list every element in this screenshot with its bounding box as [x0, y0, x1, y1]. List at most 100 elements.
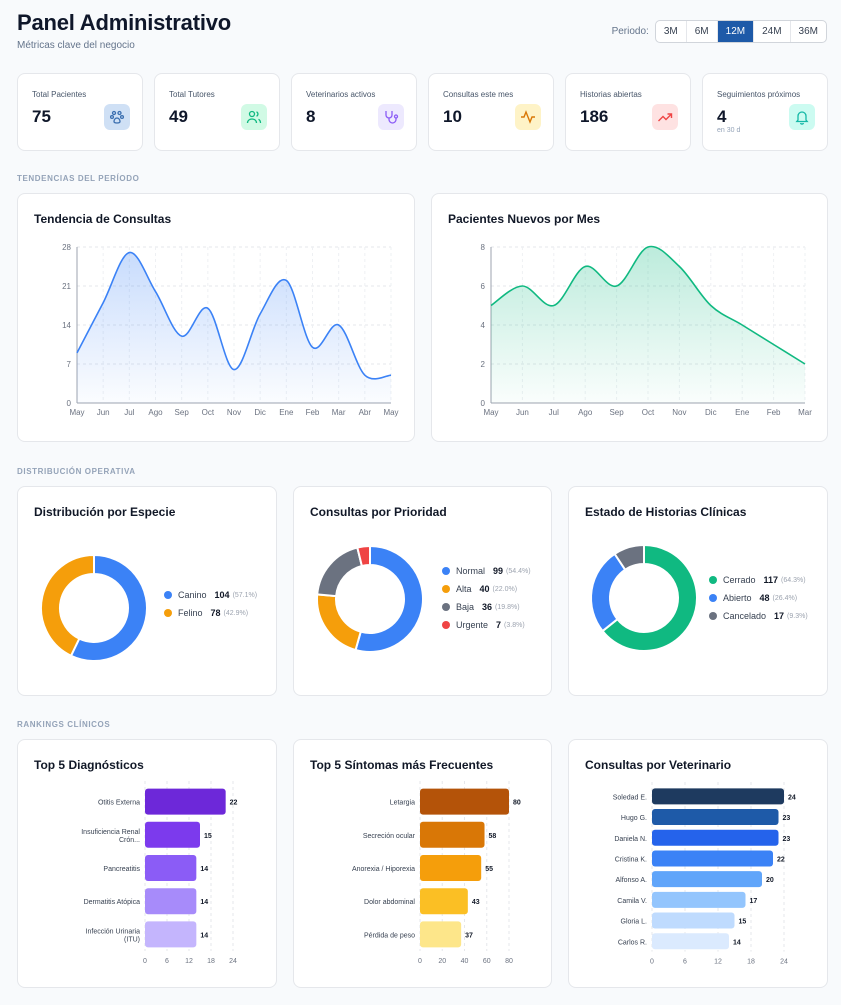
kpi-value: 8 [306, 107, 316, 126]
bar [652, 871, 762, 888]
x-tick-label: 6 [683, 959, 687, 966]
page-title: Panel Administrativo [17, 10, 232, 35]
data-label: 22 [230, 800, 238, 807]
data-label: 14 [200, 932, 208, 939]
category-label: Pérdida de peso [364, 932, 415, 939]
chart-card-consultas-veterinario: Consultas por Veterinario 0 6 12 18 24 24 Sole… [568, 739, 828, 988]
category-label: Hugo G. [621, 815, 647, 822]
section-title-distribution: DISTRIBUCIÓN OPERATIVA [17, 467, 136, 476]
series-line [490, 245, 806, 365]
bar [652, 912, 735, 929]
chart-card-especie: Distribución por Especie Canino 104 (57.1%… [17, 486, 277, 696]
period-option-12m[interactable]: 12M [717, 21, 755, 42]
area-chart-consultas: 0 7 14 21 28 May Jun Jul Ago Sep Oct Nov Dic Ene Feb Ma… [62, 243, 398, 417]
page-subtitle: Métricas clave del negocio [17, 40, 135, 51]
bar [420, 788, 509, 815]
x-tick-label: May [483, 408, 498, 417]
y-tick-label: 14 [62, 321, 71, 330]
x-tick-label: May [69, 408, 84, 417]
x-tick-label: Ene [735, 408, 750, 417]
donut-chart-historias [590, 543, 698, 652]
legend-percent: (3.8%) [504, 621, 525, 629]
kpi-card-total-tutores: Total Tutores 49 [154, 73, 280, 151]
bell-icon [789, 104, 815, 130]
period-option-36m[interactable]: 36M [798, 26, 818, 37]
x-tick-label: Oct [202, 408, 215, 417]
donut-slice [601, 543, 698, 652]
legend-item: Abierto 48 (26.4%) [709, 589, 808, 607]
category-label: Letargia [390, 800, 415, 807]
period-segmented-control: 3M 6M 12M 24M 36M [654, 20, 827, 43]
data-label: 14 [200, 899, 208, 906]
y-tick-label: 4 [481, 321, 486, 330]
x-tick-label: May [383, 408, 398, 417]
x-tick-label: 12 [185, 958, 193, 965]
chart-card-consultas-trend: Tendencia de Consultas 0 7 14 21 28 May Jun Jul… [17, 193, 415, 442]
bar [145, 788, 226, 815]
trending-up-icon [652, 104, 678, 130]
kpi-label: Historias abiertas [580, 90, 642, 99]
data-label: 20 [766, 877, 774, 884]
x-tick-label: 18 [207, 958, 215, 965]
legend-count: 17 [774, 611, 785, 621]
chart-title: Estado de Historias Clínicas [585, 505, 747, 519]
y-tick-label: 6 [481, 282, 486, 291]
chart-card-top-sintomas: Top 5 Síntomas más Frecuentes 0 20 40 60 80 8… [293, 739, 552, 988]
category-label: Gloria L. [621, 919, 648, 926]
paw-icon [104, 104, 130, 130]
y-tick-label: 0 [67, 399, 72, 408]
donut-chart-especie [40, 553, 148, 662]
legend-item: Urgente 7 (3.8%) [442, 616, 531, 634]
x-tick-label: 6 [165, 958, 169, 965]
donut-slice [316, 546, 364, 598]
x-tick-label: Ene [279, 408, 294, 417]
chart-title: Distribución por Especie [34, 505, 176, 519]
legend-item: Baja 36 (19.8%) [442, 598, 531, 616]
bar [652, 829, 779, 846]
category-label: Dermatitis Atópica [84, 899, 141, 906]
kpi-label: Total Pacientes [32, 90, 87, 99]
legend-dot [442, 567, 450, 575]
data-label: 23 [783, 815, 791, 822]
legend-dot [709, 576, 717, 584]
bar [145, 921, 197, 948]
chart-card-pacientes-nuevos: Pacientes Nuevos por Mes 0 2 4 6 8 May Jun Jul A… [431, 193, 828, 442]
section-title-trends: TENDENCIAS DEL PERÍODO [17, 174, 140, 183]
bar [420, 855, 482, 881]
activity-icon [515, 104, 541, 130]
legend-dot [709, 594, 717, 602]
kpi-card-seguimientos: Seguimientos próximos 4 en 30 d [702, 73, 828, 151]
legend-dot [442, 603, 450, 611]
legend-count: 7 [496, 620, 502, 630]
chart-title: Top 5 Diagnósticos [34, 758, 144, 772]
kpi-note: en 30 d [717, 127, 741, 134]
kpi-card-veterinarios-activos: Veterinarios activos 8 [291, 73, 417, 151]
area-chart-pacientes: 0 2 4 6 8 May Jun Jul Ago Sep Oct Nov Dic Ene Feb Mar [481, 243, 813, 417]
data-label: 17 [750, 898, 758, 905]
chart-legend: Canino 104 (57.1%) Felino 78 (42.9%) [164, 586, 257, 622]
donut-slice [356, 544, 371, 568]
chart-card-prioridad: Consultas por Prioridad Normal 99 (54.4%) A… [293, 486, 552, 696]
legend-item: Cerrado 117 (64.3%) [709, 571, 808, 589]
y-tick-label: 8 [481, 243, 486, 252]
category-label: (ITU) [124, 936, 140, 943]
period-option-6m[interactable]: 6M [687, 21, 718, 42]
x-tick-label: 12 [714, 959, 722, 966]
x-tick-label: Nov [227, 408, 241, 417]
category-label: Anorexia / Hiporexia [352, 866, 415, 873]
users-icon [241, 104, 267, 130]
x-tick-label: Ago [578, 408, 593, 417]
legend-label: Urgente [456, 620, 489, 630]
bar [420, 921, 462, 948]
legend-count: 99 [493, 566, 504, 576]
period-option-24m[interactable]: 24M [754, 21, 791, 42]
category-label: Daniela N. [614, 836, 647, 843]
legend-count: 36 [482, 602, 493, 612]
category-label: Crón... [119, 837, 140, 844]
legend-dot [164, 609, 172, 617]
x-tick-label: Jun [516, 408, 529, 417]
period-selector: Periodo: 3M 6M 12M 24M 36M [612, 20, 827, 43]
legend-label: Alta [456, 584, 472, 594]
period-option-3m[interactable]: 3M [656, 21, 687, 42]
x-tick-label: Mar [798, 408, 812, 417]
